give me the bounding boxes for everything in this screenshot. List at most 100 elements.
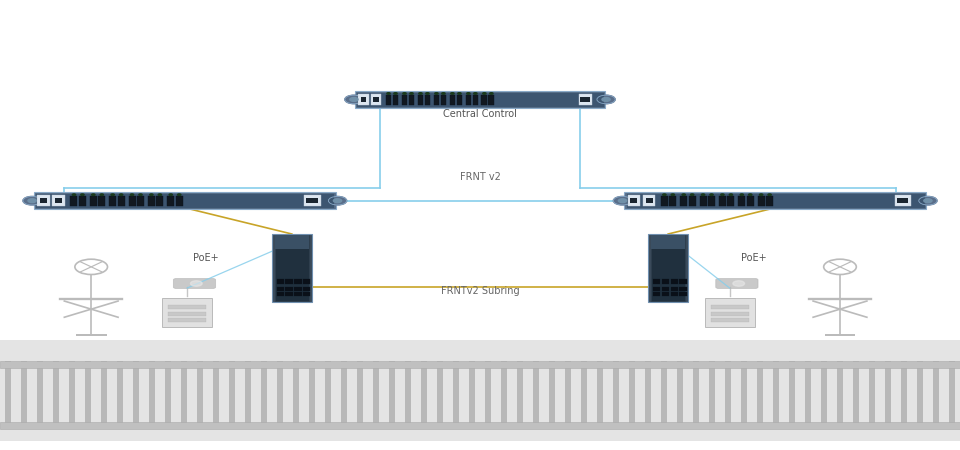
Circle shape [740,194,743,195]
Text: FRNTv2 Subring: FRNTv2 Subring [441,286,519,296]
FancyBboxPatch shape [276,279,284,284]
Circle shape [473,93,477,94]
Circle shape [28,199,36,202]
FancyBboxPatch shape [485,361,492,429]
FancyBboxPatch shape [869,361,876,429]
FancyBboxPatch shape [472,95,478,105]
FancyBboxPatch shape [245,361,252,429]
FancyBboxPatch shape [358,94,369,105]
FancyBboxPatch shape [275,235,309,301]
FancyBboxPatch shape [0,422,960,429]
FancyBboxPatch shape [453,361,459,429]
FancyBboxPatch shape [660,196,668,206]
FancyBboxPatch shape [628,195,640,206]
FancyBboxPatch shape [661,292,669,296]
FancyBboxPatch shape [648,234,688,302]
FancyBboxPatch shape [716,279,758,288]
FancyBboxPatch shape [466,95,471,105]
Circle shape [613,196,632,205]
Circle shape [749,194,752,195]
FancyBboxPatch shape [276,288,284,291]
FancyBboxPatch shape [516,361,523,429]
FancyBboxPatch shape [821,361,828,429]
FancyBboxPatch shape [304,195,321,206]
FancyBboxPatch shape [680,279,686,284]
FancyBboxPatch shape [167,196,174,206]
FancyBboxPatch shape [372,361,379,429]
FancyBboxPatch shape [272,234,312,302]
FancyBboxPatch shape [303,288,310,291]
Circle shape [483,93,486,94]
FancyBboxPatch shape [897,198,908,203]
Circle shape [190,281,203,286]
FancyBboxPatch shape [681,196,687,206]
Circle shape [387,93,390,94]
FancyBboxPatch shape [643,195,656,206]
Text: PoE+: PoE+ [741,252,767,263]
Circle shape [702,194,705,195]
FancyBboxPatch shape [156,196,163,206]
FancyBboxPatch shape [213,361,219,429]
FancyBboxPatch shape [671,279,678,284]
FancyBboxPatch shape [705,298,755,328]
FancyBboxPatch shape [624,192,926,209]
Circle shape [732,281,745,286]
Text: Central Control: Central Control [444,109,516,119]
FancyBboxPatch shape [418,95,423,105]
FancyBboxPatch shape [424,95,430,105]
Circle shape [349,98,358,101]
FancyBboxPatch shape [84,361,91,429]
FancyBboxPatch shape [688,196,696,206]
FancyBboxPatch shape [719,196,726,206]
FancyBboxPatch shape [885,361,892,429]
Circle shape [597,95,615,104]
Circle shape [333,199,342,202]
Circle shape [721,194,724,195]
FancyBboxPatch shape [747,196,754,206]
FancyBboxPatch shape [549,361,555,429]
FancyBboxPatch shape [457,95,463,105]
FancyBboxPatch shape [293,361,300,429]
Circle shape [618,199,627,202]
FancyBboxPatch shape [405,361,411,429]
FancyBboxPatch shape [401,95,407,105]
FancyBboxPatch shape [276,292,284,296]
FancyBboxPatch shape [741,361,748,429]
Circle shape [345,95,363,104]
FancyBboxPatch shape [371,94,381,105]
FancyBboxPatch shape [629,361,636,429]
Circle shape [131,194,133,195]
FancyBboxPatch shape [756,361,763,429]
FancyBboxPatch shape [303,279,310,284]
FancyBboxPatch shape [895,195,911,206]
FancyBboxPatch shape [285,288,293,291]
FancyBboxPatch shape [653,288,660,291]
FancyBboxPatch shape [90,196,97,206]
Circle shape [919,196,937,205]
Circle shape [709,194,713,195]
FancyBboxPatch shape [661,279,669,284]
FancyBboxPatch shape [597,361,604,429]
FancyBboxPatch shape [34,192,336,209]
FancyBboxPatch shape [98,196,106,206]
FancyBboxPatch shape [70,196,78,206]
Circle shape [442,93,445,94]
Circle shape [451,93,454,94]
FancyBboxPatch shape [651,235,685,301]
FancyBboxPatch shape [917,361,924,429]
FancyBboxPatch shape [766,196,773,206]
FancyBboxPatch shape [295,292,301,296]
FancyBboxPatch shape [168,318,206,322]
Circle shape [602,98,611,101]
FancyBboxPatch shape [109,196,116,206]
FancyBboxPatch shape [295,279,301,284]
Circle shape [759,194,763,195]
FancyBboxPatch shape [36,361,43,429]
FancyBboxPatch shape [118,196,125,206]
FancyBboxPatch shape [482,95,488,105]
FancyBboxPatch shape [21,361,27,429]
Circle shape [924,199,932,202]
Circle shape [768,194,771,195]
Circle shape [394,93,397,94]
FancyBboxPatch shape [710,305,749,309]
